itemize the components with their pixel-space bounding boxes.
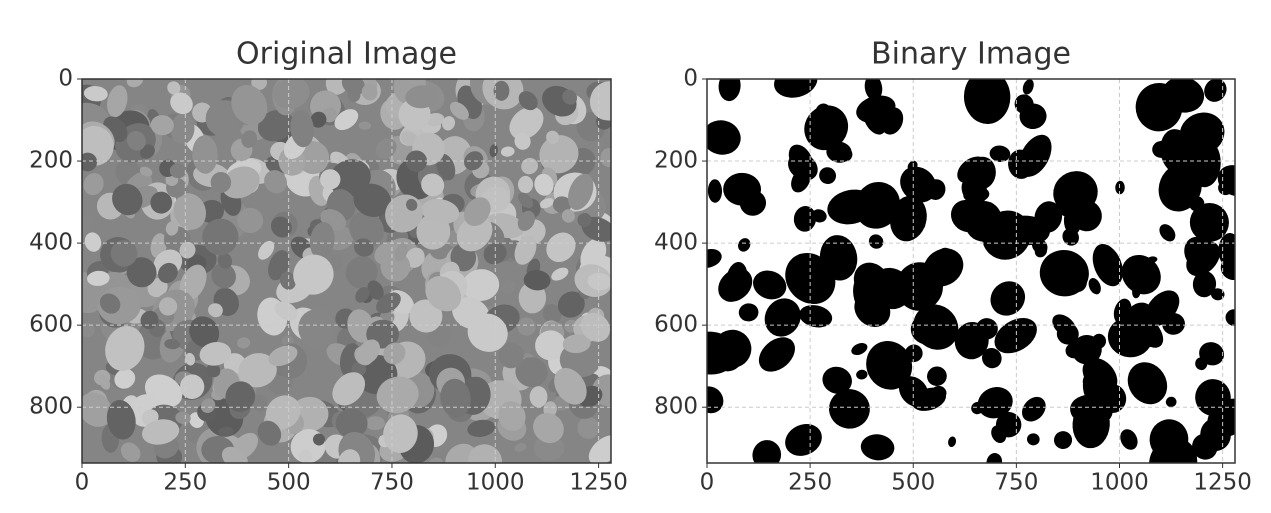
y-tick-label: 800 bbox=[29, 394, 73, 420]
chart-title: Original Image bbox=[236, 37, 457, 72]
y-tick-label: 400 bbox=[654, 230, 698, 256]
x-tick-label: 1250 bbox=[569, 470, 628, 496]
image-blob bbox=[530, 386, 548, 407]
chart-title: Binary Image bbox=[871, 37, 1071, 72]
figure: 0 250 500 750 1000 1250 0 200 400 600 800 Original … bbox=[0, 0, 1271, 513]
y-tick-label: 0 bbox=[683, 66, 698, 92]
x-tick-label: 1250 bbox=[1193, 470, 1252, 496]
x-tick-label: 500 bbox=[891, 470, 935, 496]
x-tick-label: 250 bbox=[163, 470, 207, 496]
y-tick-label: 0 bbox=[58, 66, 73, 92]
x-tick-label: 1000 bbox=[466, 470, 525, 496]
x-tick-label: 500 bbox=[267, 470, 311, 496]
y-tick-label: 600 bbox=[654, 312, 698, 338]
y-tick-label: 600 bbox=[29, 312, 73, 338]
y-tick-label: 200 bbox=[29, 148, 73, 174]
x-tick-label: 1000 bbox=[1090, 470, 1149, 496]
x-tick-label: 0 bbox=[700, 470, 715, 496]
x-tick-label: 0 bbox=[75, 470, 90, 496]
y-tick-label: 400 bbox=[29, 230, 73, 256]
x-tick-label: 750 bbox=[370, 470, 414, 496]
x-tick-label: 250 bbox=[788, 470, 832, 496]
image-layer bbox=[59, 59, 634, 490]
image-blob bbox=[494, 81, 510, 101]
x-tick-label: 750 bbox=[994, 470, 1038, 496]
y-tick-label: 200 bbox=[654, 148, 698, 174]
image-layer bbox=[684, 61, 1257, 496]
y-tick-label: 800 bbox=[654, 394, 698, 420]
image-blob bbox=[359, 122, 371, 130]
